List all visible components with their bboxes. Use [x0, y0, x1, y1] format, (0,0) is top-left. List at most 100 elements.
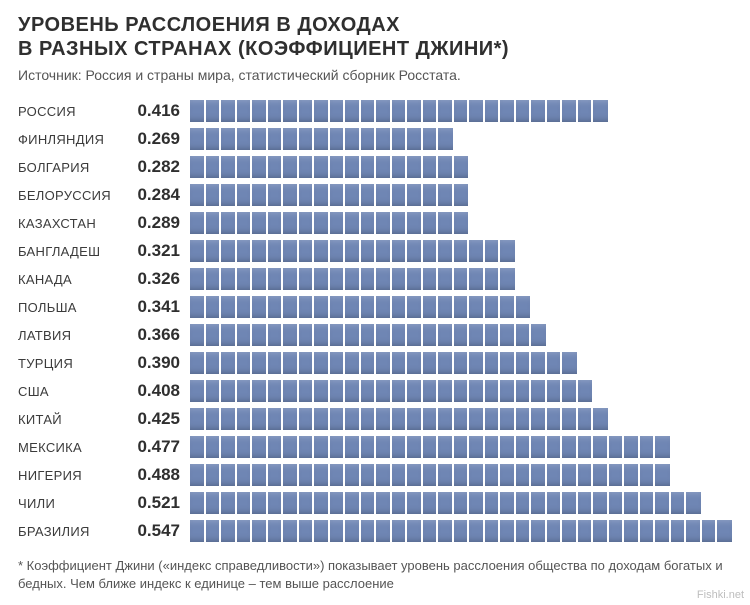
- bar-segment: [345, 436, 360, 458]
- bar-segment: [237, 408, 252, 430]
- bar-segment: [485, 492, 500, 514]
- chart-row: ПОЛЬША0.341: [18, 293, 732, 321]
- bar-segment: [593, 408, 608, 430]
- bar-segment: [469, 240, 484, 262]
- bar-segment: [345, 240, 360, 262]
- bar: [190, 436, 670, 458]
- chart-row: БЕЛОРУССИЯ0.284: [18, 181, 732, 209]
- value-label: 0.321: [130, 241, 190, 261]
- bar-segment: [454, 520, 469, 542]
- bar-segment: [609, 436, 624, 458]
- bar-segment: [438, 492, 453, 514]
- bar-segment: [206, 352, 221, 374]
- bar-segment: [407, 352, 422, 374]
- bar-segment: [640, 436, 655, 458]
- bar-segment: [221, 240, 236, 262]
- watermark: Fishki.net: [697, 589, 744, 601]
- bar-segment: [376, 492, 391, 514]
- bar-segment: [361, 296, 376, 318]
- bar-segment: [423, 184, 438, 206]
- bar-segment: [345, 324, 360, 346]
- bar-segment: [268, 156, 283, 178]
- bar: [190, 296, 530, 318]
- bar-segment: [392, 408, 407, 430]
- bar-segment: [206, 268, 221, 290]
- chart-row: США0.408: [18, 377, 732, 405]
- bar-segment: [655, 520, 670, 542]
- value-label: 0.284: [130, 185, 190, 205]
- bar: [190, 128, 453, 150]
- bar-segment: [376, 268, 391, 290]
- chart-row: КИТАЙ0.425: [18, 405, 732, 433]
- bar-segment: [237, 100, 252, 122]
- bar-segment: [283, 352, 298, 374]
- bar-segment: [314, 436, 329, 458]
- bar-segment: [671, 520, 686, 542]
- value-label: 0.366: [130, 325, 190, 345]
- chart-row: ЧИЛИ0.521: [18, 489, 732, 517]
- bar-wrap: [190, 489, 732, 517]
- bar-wrap: [190, 209, 732, 237]
- bar-segment: [547, 464, 562, 486]
- bar: [190, 156, 468, 178]
- bar-segment: [516, 380, 531, 402]
- bar-segment: [516, 436, 531, 458]
- bar-segment: [361, 212, 376, 234]
- value-label: 0.326: [130, 269, 190, 289]
- bar-segment: [299, 520, 314, 542]
- bar-segment: [252, 296, 267, 318]
- bar-segment: [516, 296, 531, 318]
- bar-wrap: [190, 461, 732, 489]
- bar-segment: [547, 520, 562, 542]
- bar-wrap: [190, 265, 732, 293]
- bar-segment: [190, 436, 205, 458]
- bar-segment: [485, 100, 500, 122]
- bar-segment: [237, 268, 252, 290]
- bar-segment: [609, 492, 624, 514]
- bar-segment: [500, 324, 515, 346]
- value-label: 0.282: [130, 157, 190, 177]
- bar-segment: [655, 492, 670, 514]
- bar-segment: [206, 520, 221, 542]
- bar-segment: [407, 240, 422, 262]
- bar-segment: [345, 380, 360, 402]
- bar-segment: [237, 184, 252, 206]
- bar-segment: [485, 352, 500, 374]
- bar-segment: [314, 380, 329, 402]
- bar-segment: [392, 492, 407, 514]
- bar-segment: [376, 380, 391, 402]
- bar-segment: [221, 324, 236, 346]
- bar-segment: [454, 212, 469, 234]
- bar-segment: [686, 520, 701, 542]
- bar-segment: [330, 212, 345, 234]
- bar-segment: [485, 408, 500, 430]
- bar-segment: [299, 268, 314, 290]
- value-label: 0.488: [130, 465, 190, 485]
- bar-segment: [516, 464, 531, 486]
- bar-segment: [361, 352, 376, 374]
- value-label: 0.341: [130, 297, 190, 317]
- bar-segment: [438, 352, 453, 374]
- bar-segment: [221, 408, 236, 430]
- bar-segment: [206, 296, 221, 318]
- bar-segment: [547, 492, 562, 514]
- bar-segment: [423, 268, 438, 290]
- bar-segment: [407, 128, 422, 150]
- bar-segment: [206, 492, 221, 514]
- bar-segment: [562, 520, 577, 542]
- value-label: 0.269: [130, 129, 190, 149]
- bar-segment: [407, 296, 422, 318]
- bar-segment: [361, 436, 376, 458]
- bar-segment: [268, 296, 283, 318]
- bar-segment: [407, 380, 422, 402]
- bar-segment: [392, 352, 407, 374]
- bar-segment: [314, 492, 329, 514]
- bar-segment: [392, 380, 407, 402]
- bar-segment: [438, 100, 453, 122]
- bar-segment: [268, 408, 283, 430]
- bar-segment: [392, 520, 407, 542]
- bar-segment: [345, 492, 360, 514]
- bar-segment: [330, 184, 345, 206]
- bar-segment: [438, 464, 453, 486]
- bar-segment: [485, 240, 500, 262]
